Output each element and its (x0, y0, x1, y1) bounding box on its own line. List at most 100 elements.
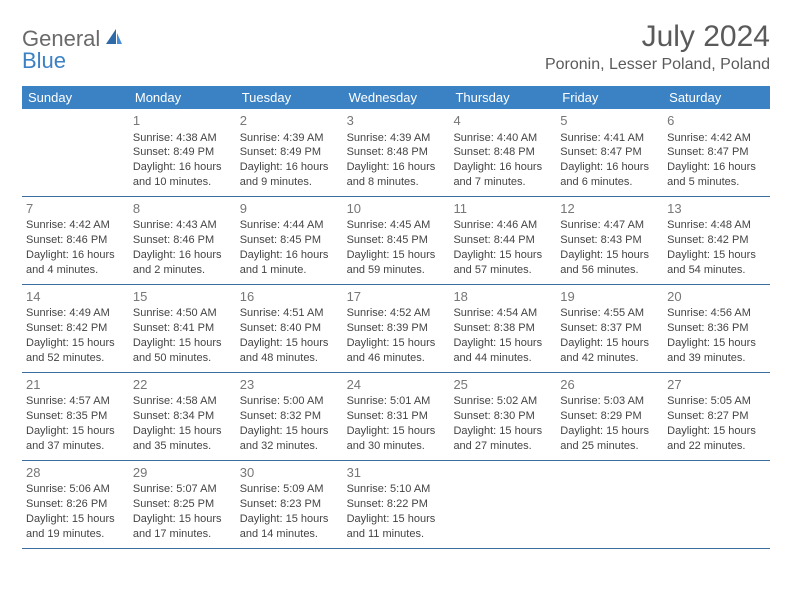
day-cell: 5Sunrise: 4:41 AMSunset: 8:47 PMDaylight… (556, 109, 663, 196)
sunset-line: Sunset: 8:47 PM (560, 145, 659, 160)
sunrise-line: Sunrise: 4:54 AM (453, 306, 552, 321)
day-number: 7 (26, 200, 125, 218)
sunrise-line: Sunrise: 5:06 AM (26, 482, 125, 497)
sunset-line: Sunset: 8:32 PM (240, 409, 339, 424)
sunrise-line: Sunrise: 4:50 AM (133, 306, 232, 321)
sunset-line: Sunset: 8:30 PM (453, 409, 552, 424)
day-cell: 27Sunrise: 5:05 AMSunset: 8:27 PMDayligh… (663, 373, 770, 460)
weekday-header-cell: Sunday (22, 86, 129, 109)
day-number: 23 (240, 376, 339, 394)
location-text: Poronin, Lesser Poland, Poland (545, 56, 770, 74)
sunset-line: Sunset: 8:46 PM (133, 233, 232, 248)
day-number: 9 (240, 200, 339, 218)
sunrise-line: Sunrise: 5:01 AM (347, 394, 446, 409)
day-cell: 13Sunrise: 4:48 AMSunset: 8:42 PMDayligh… (663, 197, 770, 284)
sunrise-line: Sunrise: 4:42 AM (667, 131, 766, 146)
day-number: 24 (347, 376, 446, 394)
day-number: 12 (560, 200, 659, 218)
logo-sail-icon (104, 27, 124, 52)
day-number: 2 (240, 112, 339, 130)
sunset-line: Sunset: 8:47 PM (667, 145, 766, 160)
daylight-line: Daylight: 16 hours and 4 minutes. (26, 248, 125, 278)
sunrise-line: Sunrise: 4:39 AM (240, 131, 339, 146)
title-block: July 2024 Poronin, Lesser Poland, Poland (545, 20, 770, 74)
sunrise-line: Sunrise: 4:42 AM (26, 218, 125, 233)
day-number: 28 (26, 464, 125, 482)
sunset-line: Sunset: 8:48 PM (347, 145, 446, 160)
day-number: 17 (347, 288, 446, 306)
sunrise-line: Sunrise: 5:09 AM (240, 482, 339, 497)
sunset-line: Sunset: 8:45 PM (240, 233, 339, 248)
day-cell: 17Sunrise: 4:52 AMSunset: 8:39 PMDayligh… (343, 285, 450, 372)
week-row: 7Sunrise: 4:42 AM Sunset: 8:46 PM Daylight… (22, 197, 770, 285)
sunrise-line: Sunrise: 5:10 AM (347, 482, 446, 497)
weekday-header-cell: Friday (556, 86, 663, 109)
sunset-line: Sunset: 8:36 PM (667, 321, 766, 336)
day-cell: 1Sunrise: 4:38 AMSunset: 8:49 PMDaylight… (129, 109, 236, 196)
day-number: 4 (453, 112, 552, 130)
day-number: 1 (133, 112, 232, 130)
sunrise-line: Sunrise: 4:39 AM (347, 131, 446, 146)
daylight-line: Daylight: 15 hours and 44 minutes. (453, 336, 552, 366)
daylight-line: Daylight: 16 hours and 10 minutes. (133, 160, 232, 190)
weekday-header-cell: Saturday (663, 86, 770, 109)
day-number: 21 (26, 376, 125, 394)
sunrise-line: Sunrise: 4:48 AM (667, 218, 766, 233)
sunrise-line: Sunrise: 4:46 AM (453, 218, 552, 233)
weekday-header-cell: Thursday (449, 86, 556, 109)
daylight-line: Daylight: 15 hours and 57 minutes. (453, 248, 552, 278)
weeks-container: 1Sunrise: 4:38 AMSunset: 8:49 PMDaylight… (22, 109, 770, 549)
sunrise-line: Sunrise: 4:57 AM (26, 394, 125, 409)
daylight-line: Daylight: 16 hours and 5 minutes. (667, 160, 766, 190)
sunset-line: Sunset: 8:43 PM (560, 233, 659, 248)
daylight-line: Daylight: 16 hours and 8 minutes. (347, 160, 446, 190)
sunset-line: Sunset: 8:49 PM (240, 145, 339, 160)
sunrise-line: Sunrise: 4:58 AM (133, 394, 232, 409)
day-number: 29 (133, 464, 232, 482)
day-cell: 4Sunrise: 4:40 AMSunset: 8:48 PMDaylight… (449, 109, 556, 196)
sunset-line: Sunset: 8:37 PM (560, 321, 659, 336)
day-cell: 28Sunrise: 5:06 AMSunset: 8:26 PMDayligh… (22, 461, 129, 548)
day-cell: 22Sunrise: 4:58 AMSunset: 8:34 PMDayligh… (129, 373, 236, 460)
day-cell: 30Sunrise: 5:09 AMSunset: 8:23 PMDayligh… (236, 461, 343, 548)
day-number: 11 (453, 200, 552, 218)
sunrise-line: Sunrise: 5:07 AM (133, 482, 232, 497)
day-number: 31 (347, 464, 446, 482)
weekday-header-cell: Wednesday (343, 86, 450, 109)
day-number: 10 (347, 200, 446, 218)
sunset-line: Sunset: 8:40 PM (240, 321, 339, 336)
day-cell: 18Sunrise: 4:54 AMSunset: 8:38 PMDayligh… (449, 285, 556, 372)
day-cell: 16Sunrise: 4:51 AMSunset: 8:40 PMDayligh… (236, 285, 343, 372)
daylight-line: Daylight: 15 hours and 46 minutes. (347, 336, 446, 366)
sunrise-line: Sunrise: 4:55 AM (560, 306, 659, 321)
day-number: 19 (560, 288, 659, 306)
sunset-line: Sunset: 8:44 PM (453, 233, 552, 248)
day-cell: 7Sunrise: 4:42 AMSunset: 8:46 PMDaylight… (22, 197, 129, 284)
sunset-line: Sunset: 8:48 PM (453, 145, 552, 160)
daylight-line: Daylight: 16 hours and 1 minute. (240, 248, 339, 278)
daylight-line: Daylight: 15 hours and 32 minutes. (240, 424, 339, 454)
sunrise-line: Sunrise: 4:56 AM (667, 306, 766, 321)
day-number: 27 (667, 376, 766, 394)
day-cell: 15Sunrise: 4:50 AMSunset: 8:41 PMDayligh… (129, 285, 236, 372)
day-number: 22 (133, 376, 232, 394)
sunset-line: Sunset: 8:42 PM (26, 321, 125, 336)
day-number: 8 (133, 200, 232, 218)
daylight-line: Daylight: 15 hours and 52 minutes. (26, 336, 125, 366)
sunset-line: Sunset: 8:49 PM (133, 145, 232, 160)
daylight-line: Daylight: 15 hours and 30 minutes. (347, 424, 446, 454)
day-cell: 29Sunrise: 5:07 AMSunset: 8:25 PMDayligh… (129, 461, 236, 548)
sunrise-line: Sunrise: 4:38 AM (133, 131, 232, 146)
day-number: 25 (453, 376, 552, 394)
weekday-header-row: SundayMondayTuesdayWednesdayThursdayFrid… (22, 86, 770, 109)
daylight-line: Daylight: 15 hours and 48 minutes. (240, 336, 339, 366)
daylight-line: Daylight: 15 hours and 50 minutes. (133, 336, 232, 366)
daylight-line: Daylight: 15 hours and 56 minutes. (560, 248, 659, 278)
sunrise-line: Sunrise: 4:41 AM (560, 131, 659, 146)
day-cell: 10Sunrise: 4:45 AMSunset: 8:45 PMDayligh… (343, 197, 450, 284)
day-cell: 26Sunrise: 5:03 AMSunset: 8:29 PMDayligh… (556, 373, 663, 460)
day-cell (663, 461, 770, 548)
daylight-line: Daylight: 15 hours and 42 minutes. (560, 336, 659, 366)
header: General July 2024 Poronin, Lesser Poland… (22, 20, 770, 74)
day-cell: 20Sunrise: 4:56 AMSunset: 8:36 PMDayligh… (663, 285, 770, 372)
